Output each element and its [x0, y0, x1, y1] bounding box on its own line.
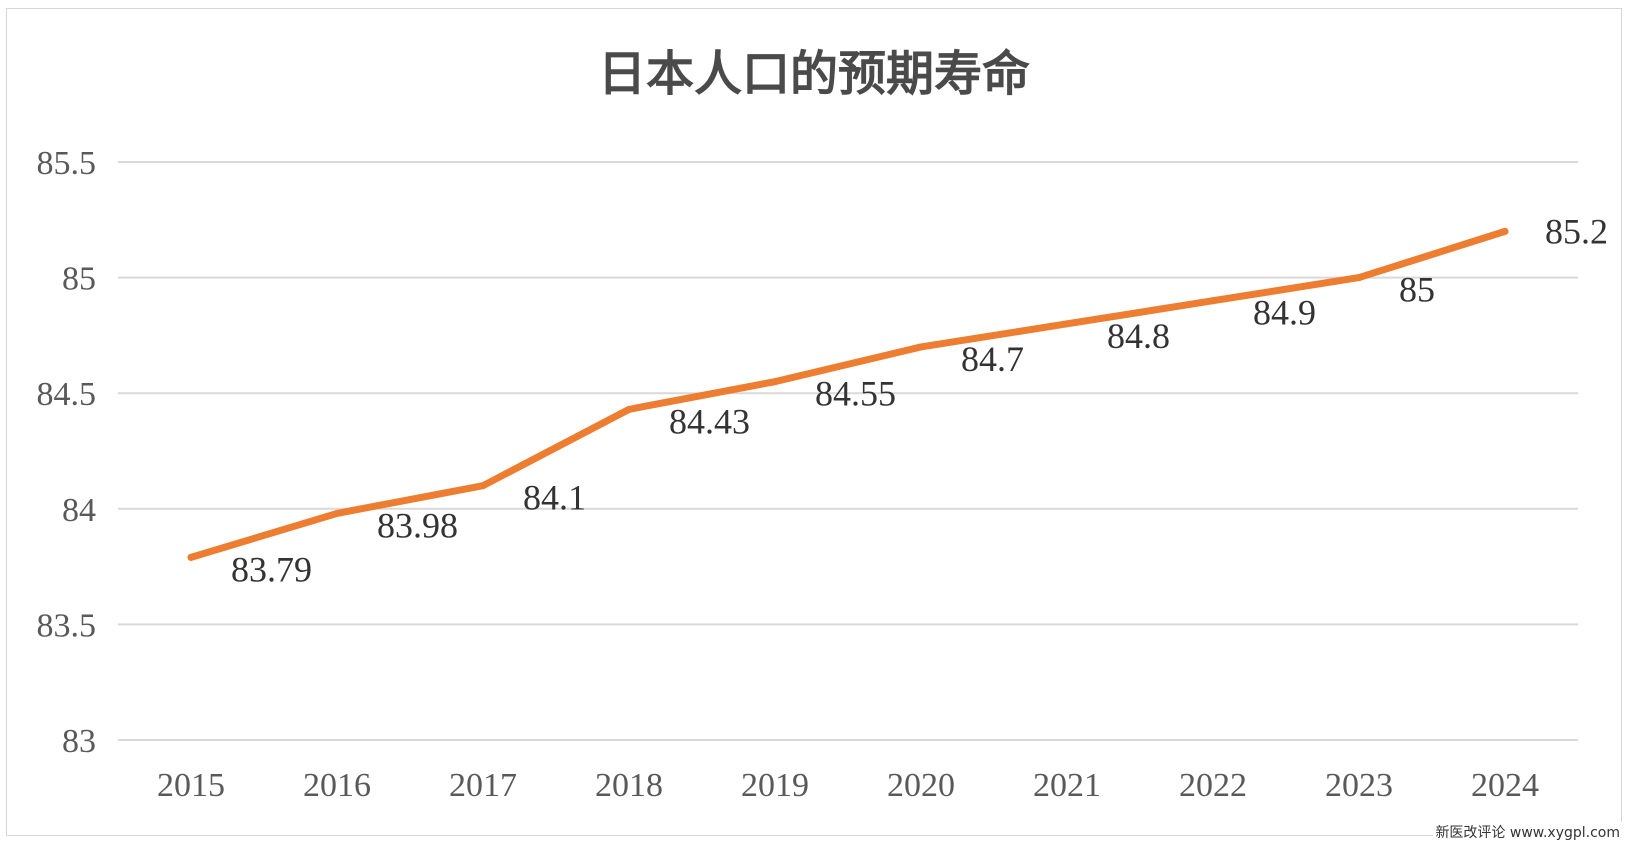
gridlines	[118, 161, 1578, 741]
x-axis-ticks: 2015 2016 2017 2018 2019 2020 2021 2022 2023 2024	[157, 767, 1539, 804]
data-label: 85	[1399, 270, 1435, 310]
data-label: 84.55	[815, 374, 896, 414]
data-point	[1209, 297, 1217, 305]
y-axis-ticks: 83 83.5 84 84.5 85 85.5	[37, 145, 97, 760]
data-point	[1355, 274, 1363, 282]
data-point	[187, 553, 195, 561]
data-label: 84.1	[523, 478, 586, 518]
y-tick-label: 83.5	[37, 607, 97, 644]
y-tick-label: 84	[62, 492, 96, 529]
series-line	[187, 227, 1509, 561]
data-label: 85.2	[1545, 211, 1608, 251]
data-point	[917, 343, 925, 351]
data-labels: 83.79 83.98 84.1 84.43 84.55 84.7 84.8 84.9 85 85…	[231, 211, 1608, 589]
data-point	[625, 405, 633, 413]
data-label: 84.8	[1107, 316, 1170, 356]
x-tick-label: 2020	[887, 767, 955, 804]
data-point	[479, 482, 487, 490]
data-label: 84.9	[1253, 293, 1316, 333]
chart-frame	[6, 8, 1622, 836]
watermark: 新医改评论 www.xygpl.com	[1433, 822, 1622, 842]
x-tick-label: 2022	[1179, 767, 1247, 804]
data-label: 83.79	[231, 549, 312, 589]
x-tick-label: 2017	[449, 767, 517, 804]
x-tick-label: 2021	[1033, 767, 1101, 804]
x-tick-label: 2019	[741, 767, 809, 804]
data-label: 84.43	[669, 401, 750, 441]
y-tick-label: 84.5	[37, 376, 97, 413]
data-point	[1063, 320, 1071, 328]
x-tick-label: 2024	[1471, 767, 1539, 804]
series-layer	[187, 227, 1509, 561]
x-tick-label: 2015	[157, 767, 225, 804]
data-point	[333, 509, 341, 517]
x-tick-label: 2023	[1325, 767, 1393, 804]
x-tick-label: 2016	[303, 767, 371, 804]
data-point	[771, 378, 779, 386]
y-tick-label: 85	[62, 261, 96, 298]
chart-title: 日本人口的预期寿命	[598, 46, 1030, 102]
x-tick-label: 2018	[595, 767, 663, 804]
y-tick-label: 83	[62, 723, 96, 760]
y-tick-label: 85.5	[37, 145, 97, 182]
data-point	[1501, 227, 1509, 235]
data-label: 83.98	[377, 505, 458, 545]
data-label: 84.7	[961, 339, 1024, 379]
